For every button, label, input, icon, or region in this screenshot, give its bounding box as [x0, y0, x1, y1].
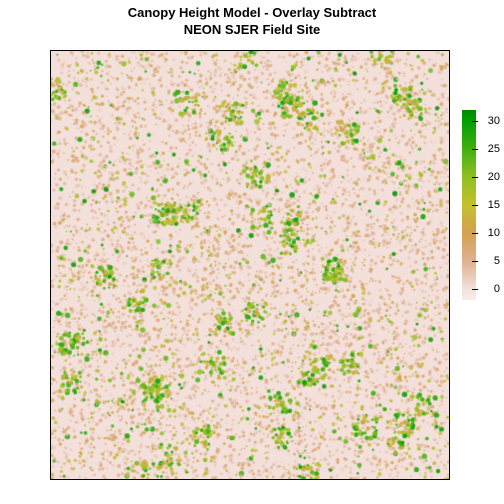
colorbar-tick-label: 30	[488, 115, 500, 127]
colorbar-tick-label: 5	[494, 255, 500, 267]
colorbar-tick-label: 0	[494, 283, 500, 295]
title-line-1: Canopy Height Model - Overlay Subtract	[0, 5, 504, 22]
colorbar-tickmark	[472, 261, 478, 262]
colorbar-tickmark	[472, 177, 478, 178]
colorbar-tick-label: 15	[488, 199, 500, 211]
colorbar-tickmark	[472, 121, 478, 122]
colorbar-tick-label: 20	[488, 171, 500, 183]
raster-canvas	[51, 51, 449, 479]
colorbar-tick-label: 25	[488, 143, 500, 155]
plot-title: Canopy Height Model - Overlay Subtract N…	[0, 5, 504, 39]
heatmap-plot	[50, 50, 450, 480]
colorbar-tickmark	[472, 149, 478, 150]
colorbar-tickmark	[472, 205, 478, 206]
colorbar-ticks: 0 5 10 15 20 25 30	[478, 110, 500, 300]
title-line-2: NEON SJER Field Site	[0, 22, 504, 39]
colorbar-tick-label: 10	[488, 227, 500, 239]
colorbar-tickmark	[472, 289, 478, 290]
colorbar-tickmark	[472, 233, 478, 234]
